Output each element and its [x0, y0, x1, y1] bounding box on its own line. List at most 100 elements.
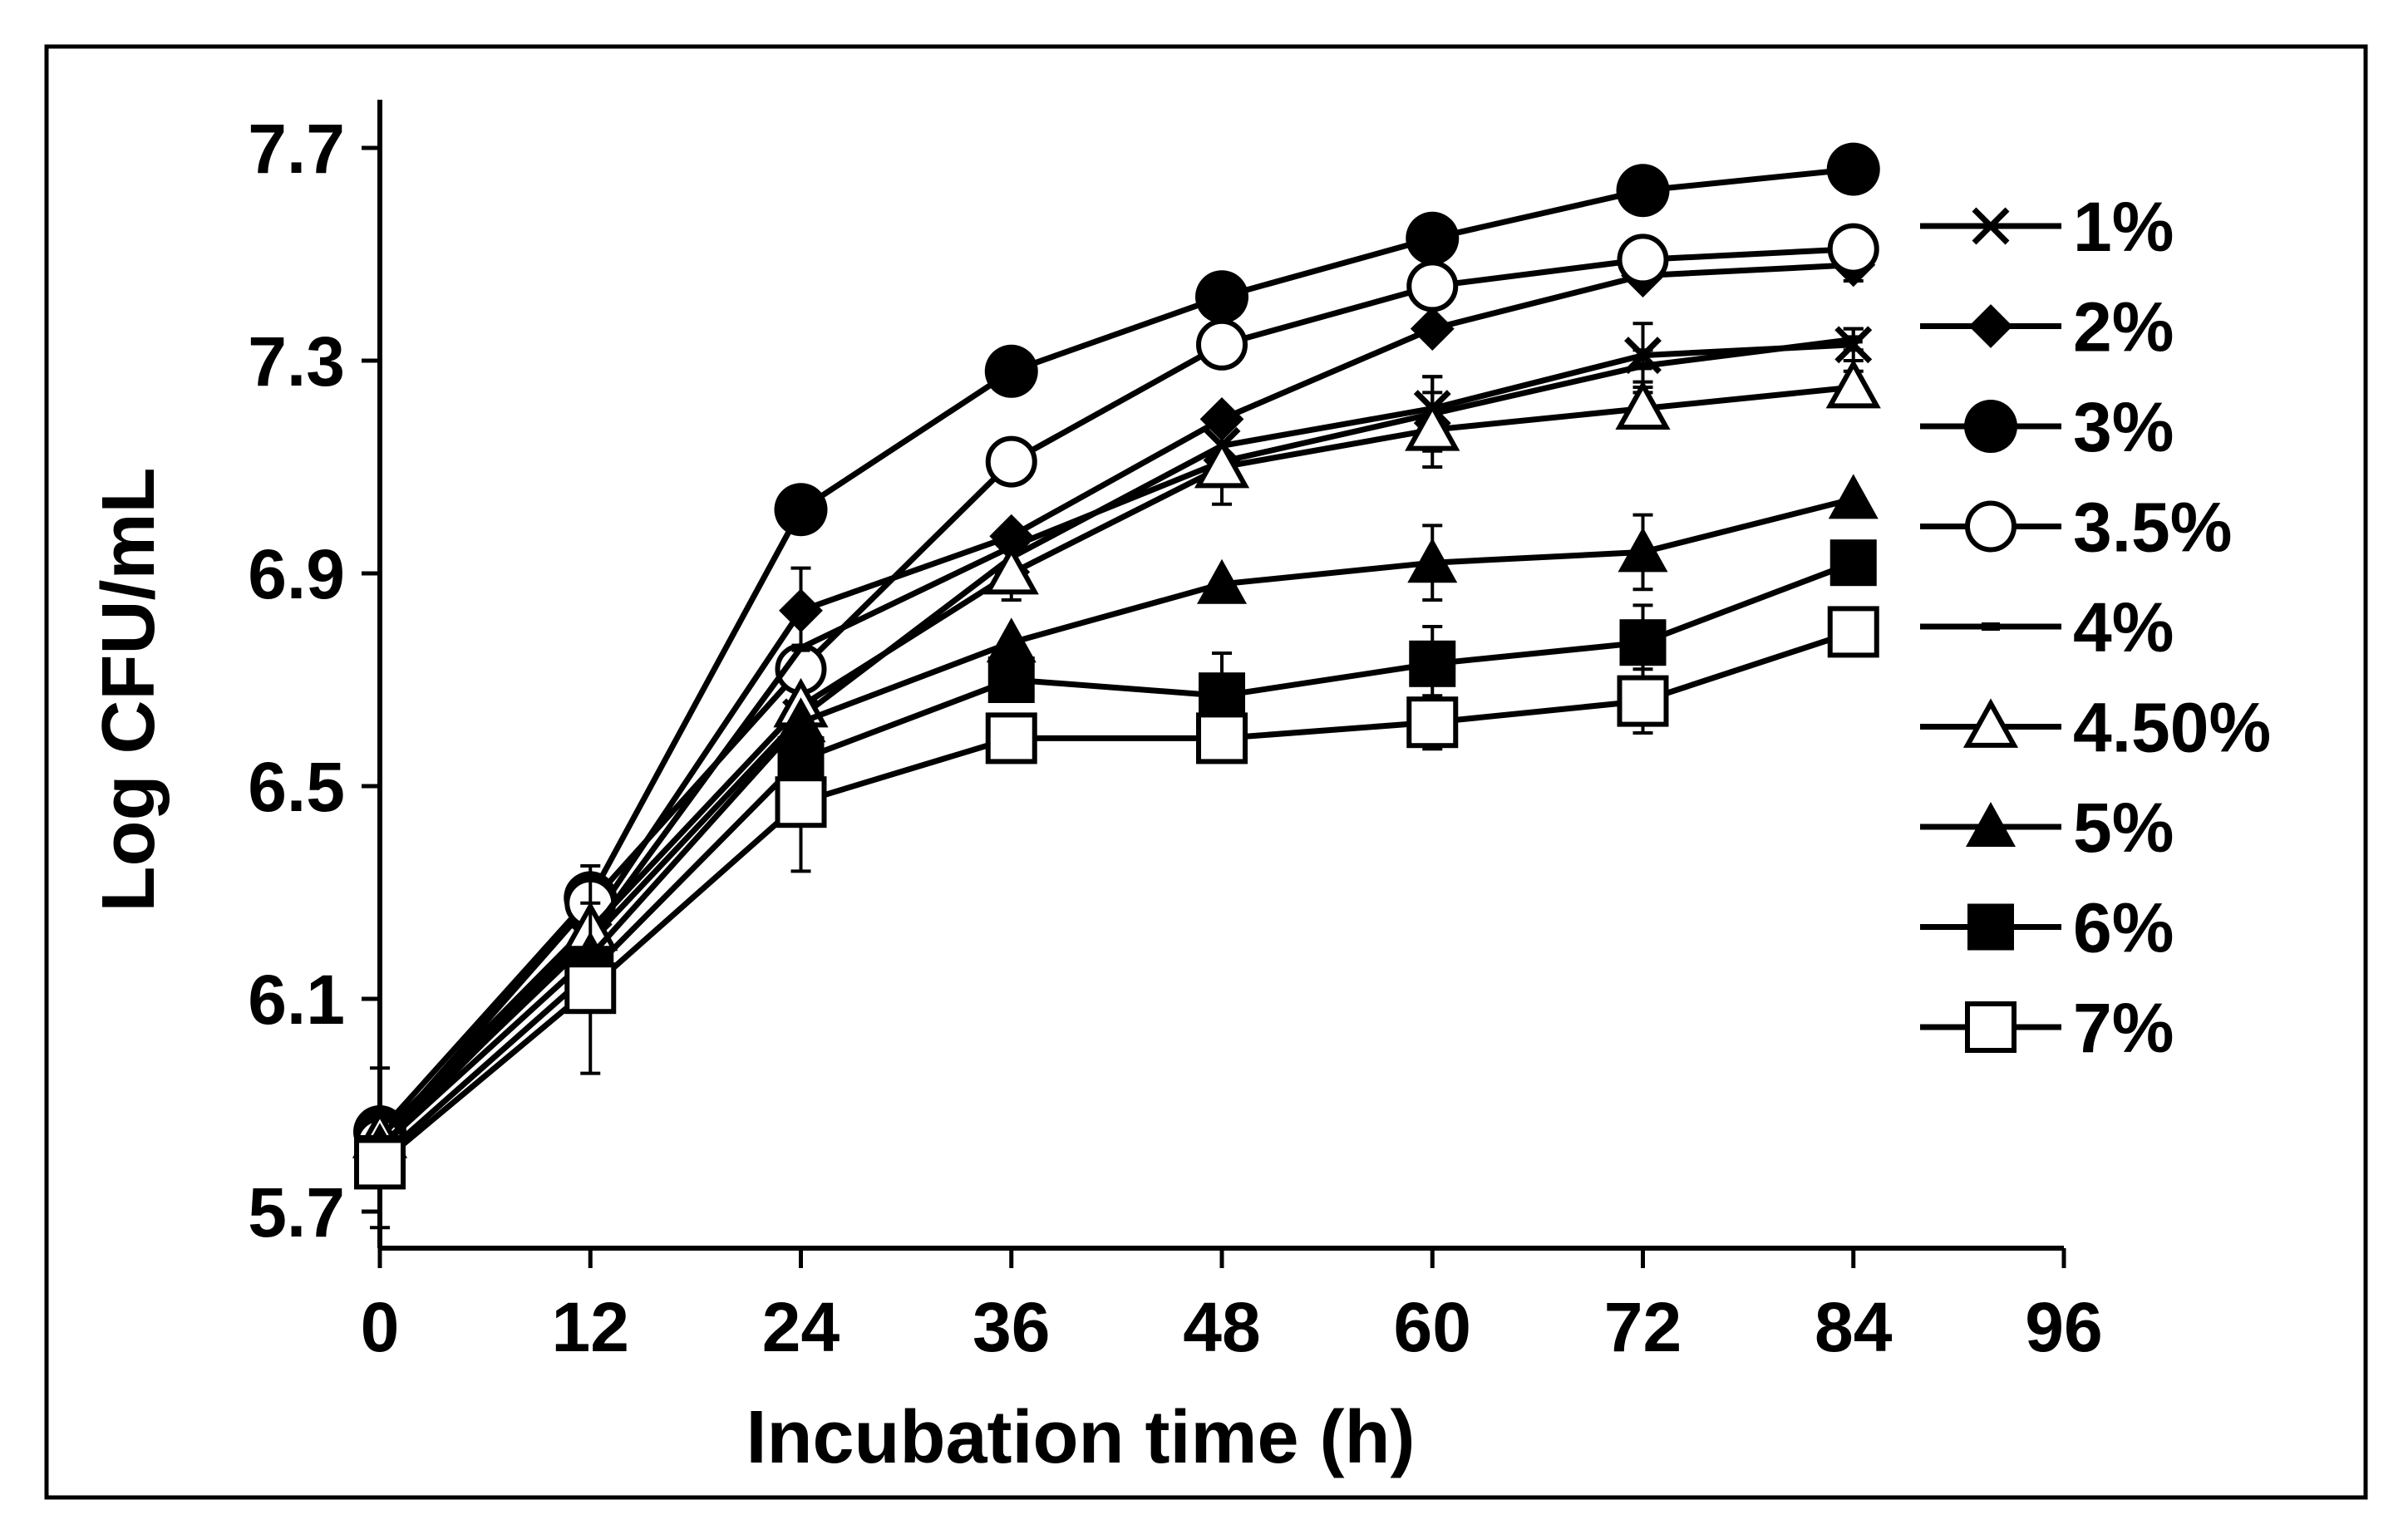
x-tick-label: 60	[1394, 1288, 1471, 1366]
data-point	[776, 697, 826, 743]
data-point	[1827, 223, 1879, 275]
legend-marker	[1967, 903, 2014, 951]
legend-label: 4%	[2073, 588, 2174, 666]
x-axis-label: Incubation time (h)	[746, 1396, 1416, 1479]
data-point	[779, 588, 823, 633]
legend-label: 6%	[2073, 889, 2174, 967]
y-axis-label: Log CFU/mL	[87, 468, 170, 912]
series-line	[377, 336, 1854, 1150]
legend-marker	[1966, 802, 2016, 847]
data-point	[986, 617, 1037, 663]
series-7_	[354, 606, 1879, 1190]
data-point	[1617, 675, 1669, 727]
y-tick-label: 6.1	[248, 961, 345, 1039]
y-tick-label: 6.9	[248, 535, 345, 613]
data-point	[1844, 335, 1863, 344]
x-tick-label: 72	[1604, 1288, 1682, 1366]
y-tick-label: 6.5	[248, 748, 345, 826]
legend-label: 3%	[2073, 388, 2174, 466]
legend-marker	[1964, 400, 2017, 453]
data-point	[1196, 712, 1248, 765]
data-point	[564, 962, 617, 1015]
data-point	[1617, 234, 1669, 286]
data-point	[1618, 527, 1668, 573]
legend-item: 3%	[1920, 388, 2174, 466]
series-layer	[352, 142, 1881, 1230]
legend-item: 1%	[1920, 188, 2174, 266]
data-point	[1827, 606, 1879, 658]
series-line	[377, 384, 1854, 1139]
legend-item: 4%	[1920, 588, 2174, 666]
data-point	[1406, 260, 1459, 312]
data-point	[774, 483, 828, 537]
x-tick-label: 96	[2025, 1288, 2102, 1366]
legend-label: 4.50%	[2073, 689, 2271, 767]
x-tick-label: 24	[762, 1288, 840, 1366]
data-point	[1619, 619, 1667, 666]
data-point	[1409, 640, 1456, 687]
legend-label: 2%	[2073, 288, 2174, 366]
series-line	[377, 166, 1854, 1134]
data-point	[984, 344, 1038, 398]
x-tick-label: 36	[973, 1288, 1050, 1366]
data-point	[354, 1138, 406, 1190]
data-point	[1406, 211, 1460, 265]
legend-marker	[1982, 622, 2000, 631]
legend-label: 7%	[2073, 989, 2174, 1067]
legend-marker	[1965, 1001, 2017, 1053]
series-line	[377, 496, 1854, 1150]
data-point	[1615, 380, 1671, 430]
data-point	[1197, 558, 1247, 604]
series-line	[377, 262, 1854, 1139]
legend-item: 4.50%	[1920, 689, 2271, 767]
data-point	[1405, 401, 1460, 451]
data-point	[985, 435, 1037, 488]
series-5_	[355, 474, 1879, 1168]
x-tick-label: 12	[552, 1288, 629, 1366]
data-point	[1616, 164, 1670, 218]
data-point	[1407, 538, 1458, 583]
series-line	[377, 559, 1854, 1161]
data-point	[987, 656, 1035, 703]
legend-marker	[1972, 207, 2010, 245]
data-point	[1829, 539, 1877, 587]
legend-label: 3.5%	[2073, 489, 2232, 567]
x-tick-label: 48	[1183, 1288, 1260, 1366]
data-point	[1194, 438, 1250, 489]
legend-marker	[1962, 698, 2019, 748]
y-ticks: 5.7 6.1 6.5 6.9 7.3 7.7	[248, 110, 380, 1251]
y-tick-label: 7.7	[248, 110, 345, 188]
data-point	[1195, 270, 1248, 324]
data-point	[1825, 358, 1881, 409]
data-point	[983, 544, 1039, 595]
data-point	[1826, 142, 1880, 196]
legend-item: 7%	[1920, 989, 2174, 1067]
legend-item: 6%	[1920, 889, 2174, 967]
x-tick-label: 84	[1815, 1288, 1893, 1366]
y-tick-label: 7.3	[248, 322, 345, 401]
data-point	[791, 643, 810, 652]
legend-item: 3.5%	[1920, 489, 2232, 567]
data-point	[985, 712, 1037, 765]
data-point	[1406, 696, 1459, 749]
data-point	[775, 776, 827, 829]
y-tick-label: 5.7	[248, 1173, 345, 1251]
legend-label: 5%	[2073, 789, 2174, 867]
series-line	[377, 342, 1854, 1145]
legend-marker	[1968, 304, 2013, 348]
series-6_	[357, 539, 1877, 1182]
data-point	[1633, 361, 1652, 371]
series-line	[377, 246, 1854, 1145]
data-point	[1199, 672, 1245, 720]
data-point	[1410, 307, 1455, 352]
legend-item: 2%	[1920, 288, 2174, 366]
legend-label: 1%	[2073, 188, 2174, 266]
legend: 1% 2% 3% 3.5% 4% 4.50% 5% 6% 7%	[1920, 188, 2271, 1067]
legend-item: 5%	[1920, 789, 2174, 867]
series-line	[377, 629, 1854, 1167]
figure-border	[44, 44, 2368, 1500]
data-point	[1196, 318, 1248, 371]
series-4_	[370, 327, 1864, 1230]
